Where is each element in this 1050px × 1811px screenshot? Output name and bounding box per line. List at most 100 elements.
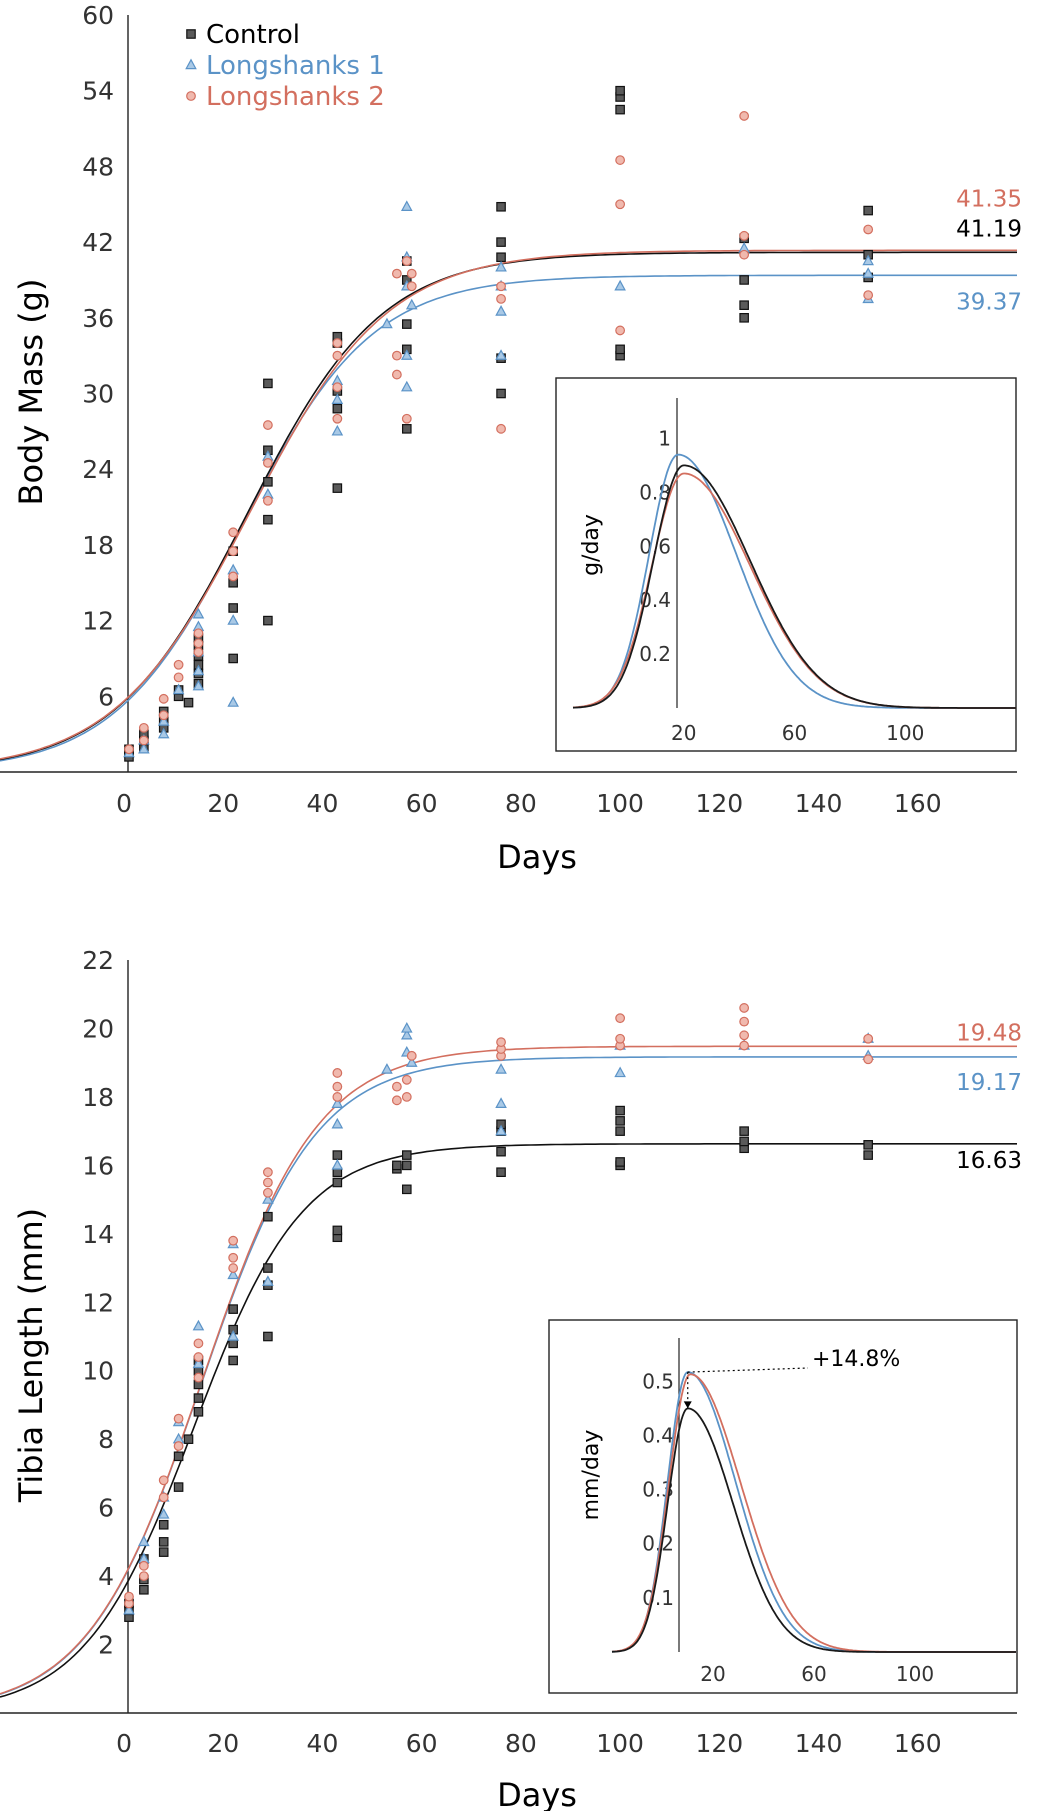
body-mass-x-axis-title: Days [497,838,577,876]
body-mass-fit-curve-longshanks-2 [0,249,1017,760]
tibia-length-y-tick-label: 2 [98,1631,114,1660]
body-mass-point-longshanks-2 [193,638,204,649]
body-mass-fit-curve-longshanks-1 [0,274,1017,762]
tibia-length-x-tick-label: 80 [505,1729,537,1758]
body-mass-point-longshanks-2 [193,628,204,639]
tibia-length-point-control [183,1434,194,1444]
body-mass-point-longshanks-1 [405,298,418,310]
tibia-length-point-longshanks-2 [173,1413,184,1424]
tibia-length-point-longshanks-2 [158,1492,169,1503]
tibia-length-point-longshanks-1 [331,1097,344,1108]
tibia-length-point-longshanks-2 [262,1187,273,1198]
tibia-length-x-tick-label: 0 [116,1729,132,1758]
tibia-length-point-longshanks-1 [123,1603,135,1615]
body-mass-inset-x-tick-label: 60 [782,721,807,745]
tibia-length-point-control [402,1160,412,1171]
body-mass-point-longshanks-2 [173,672,184,683]
body-mass-x-tick-label: 80 [505,789,537,818]
body-mass-point-control [263,477,273,487]
tibia-length-point-longshanks-1 [405,1056,418,1067]
body-mass-point-longshanks-1 [614,279,626,291]
tibia-length-y-tick-label: 6 [98,1494,114,1523]
tibia-length-x-tick-label: 40 [307,1729,339,1758]
body-mass-inset-y-tick-label: 0.8 [639,480,671,504]
body-mass-point-control [496,388,506,399]
tibia-length-point-longshanks-1 [157,1508,170,1519]
body-mass-point-longshanks-2 [173,659,184,670]
tibia-length-point-longshanks-2 [193,1352,204,1362]
body-mass-point-longshanks-1 [862,254,874,266]
body-mass-point-longshanks-2 [262,420,273,430]
body-mass-y-tick-label: 60 [82,1,114,30]
tibia-length-point-longshanks-2 [496,1037,506,1048]
body-mass-point-longshanks-2 [391,350,402,361]
body-mass-x-tick-label: 100 [596,789,644,818]
tibia-length-y-tick-label: 14 [82,1220,114,1249]
body-mass-point-longshanks-1 [862,267,874,278]
tibia-length-annotation-label: +14.8% [812,1347,900,1372]
body-mass-point-longshanks-2 [406,281,417,292]
tibia-length-y-tick-label: 20 [82,1014,114,1043]
tibia-length-fit-curve-longshanks-2 [0,1045,1017,1695]
body-mass-point-control [263,615,273,626]
tibia-length-point-control [615,1105,625,1116]
body-mass-point-longshanks-2 [496,423,506,434]
tibia-length-point-longshanks-2 [401,1074,412,1085]
tibia-length-point-longshanks-2 [228,1252,239,1263]
body-mass-legend-marker [185,58,197,70]
tibia-length-asymptote-label-longshanks-1: 19.17 [956,1070,1022,1096]
body-mass-point-longshanks-1 [227,696,239,707]
body-mass-point-longshanks-2 [615,325,626,336]
body-mass-point-longshanks-1 [400,349,413,360]
tibia-length-inset-y-tick-label: 0.1 [642,1586,674,1610]
tibia-length-inset-y-tick-label: 0.4 [642,1423,674,1447]
tibia-length-point-control [332,1225,343,1236]
body-mass-point-longshanks-2 [138,735,149,746]
tibia-length-point-control [392,1160,402,1171]
tibia-length-point-control [193,1406,204,1417]
tibia-length-inset-x-tick-label: 20 [700,1662,725,1686]
body-mass-point-longshanks-2 [496,281,506,292]
tibia-length-point-longshanks-2 [401,1092,412,1102]
body-mass-x-tick-label: 140 [795,789,843,818]
tibia-length-point-longshanks-2 [193,1338,204,1349]
tibia-length-point-control [615,1126,625,1136]
body-mass-point-longshanks-2 [228,546,239,557]
tibia-length-x-tick-label: 20 [207,1729,239,1758]
body-mass-point-longshanks-2 [401,256,412,266]
body-mass-point-longshanks-2 [863,290,874,300]
tibia-length-annotation-arrowhead [683,1401,692,1409]
body-mass-x-tick-label: 120 [695,789,743,818]
body-mass-point-control [402,424,412,434]
body-mass-point-longshanks-2 [332,413,343,424]
body-mass-point-longshanks-1 [138,742,150,754]
tibia-length-point-longshanks-1 [192,1319,205,1331]
tibia-length-asymptote-label-longshanks-2: 19.48 [956,1020,1022,1046]
tibia-length-point-longshanks-1 [495,1097,507,1108]
body-mass-point-longshanks-1 [157,727,170,739]
body-mass-point-longshanks-2 [615,199,626,210]
tibia-length-y-tick-label: 8 [98,1425,114,1454]
body-mass-point-longshanks-2 [332,382,343,393]
tibia-length-point-longshanks-2 [739,1040,750,1051]
body-mass-point-longshanks-2 [496,293,506,304]
body-mass-point-longshanks-1 [157,715,170,726]
body-mass-x-tick-label: 20 [207,789,239,818]
tibia-length-point-longshanks-1 [227,1268,239,1280]
tibia-length-point-control [332,1177,343,1188]
tibia-length-point-longshanks-1 [262,1193,274,1204]
tibia-length-point-longshanks-2 [332,1068,343,1078]
body-mass-point-longshanks-2 [124,744,134,755]
tibia-length-chart: 2 4 6 8 10 12 14 16 18 20 22 0 20 40 60 80 100 120 140 160 D… [0,946,1022,1811]
tibia-length-point-control [615,1116,625,1126]
tibia-length-point-longshanks-2 [739,1016,750,1027]
tibia-length-inset-y-label: mm/day [579,1430,604,1521]
tibia-length-annotation-leader [687,1367,809,1373]
tibia-length-point-longshanks-2 [138,1571,149,1581]
body-mass-point-longshanks-2 [262,495,273,506]
body-mass-x-tick-label: 160 [894,789,942,818]
tibia-length-point-longshanks-2 [173,1441,184,1451]
tibia-length-point-longshanks-1 [400,1028,413,1040]
tibia-length-point-control [173,1451,184,1462]
tibia-length-point-control [139,1584,149,1595]
